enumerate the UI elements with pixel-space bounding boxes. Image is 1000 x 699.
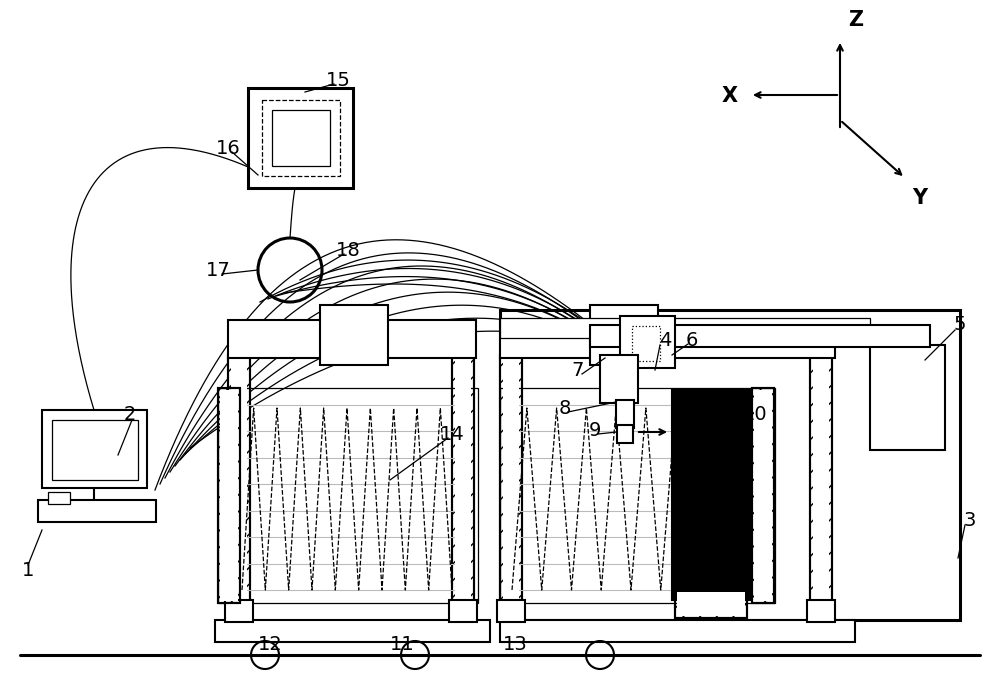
Bar: [231, 358, 247, 617]
Bar: [503, 358, 519, 617]
Bar: [500, 388, 775, 603]
Bar: [632, 326, 660, 361]
Text: Z: Z: [848, 10, 863, 30]
Text: 6: 6: [686, 331, 698, 350]
Bar: [617, 425, 633, 443]
Bar: [672, 390, 750, 600]
Bar: [752, 388, 774, 603]
Bar: [48, 492, 70, 504]
Bar: [677, 592, 745, 616]
Bar: [590, 325, 930, 347]
Bar: [215, 620, 490, 642]
Bar: [42, 410, 147, 488]
Bar: [262, 100, 340, 176]
Bar: [228, 320, 476, 358]
Bar: [497, 600, 525, 622]
Bar: [500, 355, 522, 620]
Bar: [248, 88, 353, 188]
Bar: [590, 305, 658, 365]
Bar: [38, 500, 156, 522]
Text: 10: 10: [743, 405, 767, 424]
Bar: [500, 320, 835, 358]
Bar: [600, 355, 638, 403]
Bar: [320, 305, 388, 365]
Bar: [813, 358, 829, 617]
Text: X: X: [722, 86, 738, 106]
Bar: [52, 420, 138, 480]
Text: 2: 2: [124, 405, 136, 424]
Bar: [272, 110, 330, 166]
Bar: [754, 390, 772, 601]
Text: 13: 13: [503, 635, 527, 654]
Bar: [452, 355, 474, 620]
Bar: [500, 620, 855, 642]
Text: 17: 17: [206, 261, 230, 280]
Bar: [752, 388, 774, 603]
Text: 11: 11: [390, 635, 414, 654]
Bar: [228, 355, 250, 620]
Text: 14: 14: [440, 426, 464, 445]
Text: 15: 15: [326, 71, 350, 89]
Text: 9: 9: [589, 421, 601, 440]
Text: 18: 18: [336, 240, 360, 259]
Bar: [220, 390, 238, 601]
Bar: [452, 355, 474, 620]
Bar: [500, 318, 870, 338]
Text: 12: 12: [258, 635, 282, 654]
Bar: [810, 355, 832, 620]
Text: 7: 7: [572, 361, 584, 380]
Text: 8: 8: [559, 398, 571, 417]
Bar: [218, 388, 478, 603]
Text: 3: 3: [964, 510, 976, 530]
Bar: [500, 355, 522, 620]
Bar: [218, 388, 240, 603]
Text: 16: 16: [216, 138, 240, 157]
Text: Y: Y: [912, 188, 927, 208]
Bar: [228, 355, 250, 620]
Bar: [225, 600, 253, 622]
Bar: [455, 358, 471, 617]
Bar: [810, 355, 832, 620]
Text: 5: 5: [954, 315, 966, 335]
Bar: [675, 590, 747, 618]
Bar: [870, 345, 945, 450]
Bar: [807, 600, 835, 622]
Text: 4: 4: [659, 331, 671, 350]
Text: 1: 1: [22, 561, 34, 579]
Bar: [500, 310, 960, 620]
Bar: [675, 590, 747, 618]
Bar: [616, 400, 634, 428]
Bar: [218, 388, 240, 603]
Bar: [449, 600, 477, 622]
Bar: [620, 316, 675, 368]
